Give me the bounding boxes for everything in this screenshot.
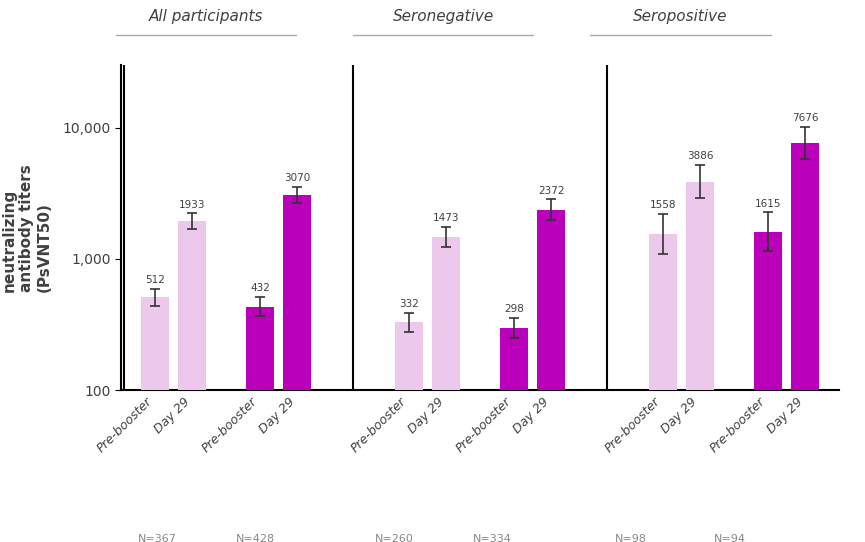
Text: N=98: N=98 — [615, 534, 647, 542]
Bar — [649, 234, 677, 542]
Text: 3886: 3886 — [687, 151, 714, 161]
Bar — [537, 210, 566, 542]
Text: 1473: 1473 — [432, 213, 459, 223]
Bar — [791, 143, 819, 542]
Bar — [246, 307, 274, 542]
Text: 7676: 7676 — [791, 113, 818, 123]
Bar — [178, 221, 207, 542]
Text: 1558: 1558 — [650, 200, 676, 210]
Text: 1933: 1933 — [179, 199, 205, 210]
Bar — [141, 297, 170, 542]
Bar — [500, 328, 529, 542]
Text: N=94: N=94 — [714, 534, 746, 542]
Bar — [686, 182, 714, 542]
Text: N=334: N=334 — [473, 534, 512, 542]
Text: Seropositive: Seropositive — [633, 9, 727, 24]
Text: N=428: N=428 — [236, 534, 275, 542]
Bar — [283, 195, 311, 542]
Text: 3070: 3070 — [284, 173, 311, 183]
Bar — [432, 237, 460, 542]
Text: Seronegative: Seronegative — [393, 9, 494, 24]
Text: 2372: 2372 — [538, 185, 564, 196]
Text: 332: 332 — [399, 299, 419, 309]
Y-axis label: Omicron
neutralizing
antibody titers
(PsVNT50): Omicron neutralizing antibody titers (Ps… — [0, 164, 51, 292]
Text: 432: 432 — [250, 283, 270, 293]
Text: All participants: All participants — [149, 9, 264, 24]
Bar — [753, 231, 782, 542]
Bar — [394, 322, 423, 542]
Text: 512: 512 — [145, 275, 165, 285]
Text: N=260: N=260 — [375, 534, 413, 542]
Text: 1615: 1615 — [755, 198, 781, 209]
Text: N=367: N=367 — [138, 534, 176, 542]
Text: 298: 298 — [504, 304, 524, 314]
